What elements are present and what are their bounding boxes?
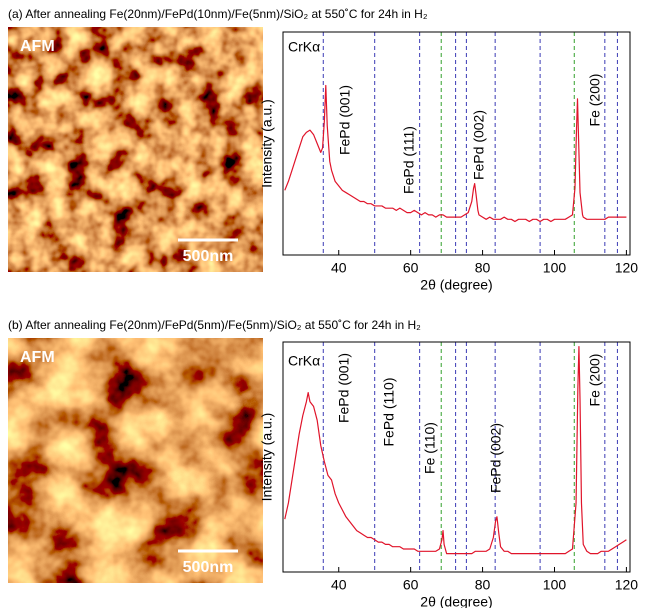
afm-label: AFM (20, 349, 55, 366)
peak-annotation: Fe (200) (587, 74, 603, 127)
x-axis-label: 2θ (degree) (420, 277, 492, 293)
peak-annotation: Fe (200) (587, 354, 603, 407)
afm-label: AFM (20, 38, 55, 55)
x-tick-label: 80 (475, 577, 491, 593)
y-axis-label: Intensity (a.u.) (259, 413, 275, 502)
x-tick-label: 60 (403, 260, 419, 276)
x-tick-label: 120 (615, 260, 639, 276)
plot-frame (282, 31, 631, 256)
scale-bar-label: 500nm (183, 248, 234, 265)
afm-image (8, 338, 263, 583)
peak-annotation: CrKα (288, 39, 320, 55)
y-axis-label: Intensity (a.u.) (259, 99, 275, 188)
plot-frame (282, 341, 631, 573)
x-tick-label: 80 (475, 260, 491, 276)
x-tick-label: 40 (331, 260, 347, 276)
panel-caption: (b) After annealing Fe(20nm)/FePd(5nm)/F… (8, 318, 421, 332)
x-tick-label: 100 (543, 260, 567, 276)
peak-annotation: FePd (110) (381, 378, 397, 447)
peak-annotation: Fe (110) (422, 422, 438, 474)
peak-annotation: FePd (001) (337, 85, 353, 155)
panel-caption: (a) After annealing Fe(20nm)/FePd(10nm)/… (8, 7, 428, 21)
x-axis-label: 2θ (degree) (420, 594, 492, 608)
peak-annotation: FePd (001) (336, 353, 352, 423)
xrd-curve (284, 84, 627, 223)
xrd-curve (284, 346, 627, 555)
peak-annotation: FePd (002) (471, 110, 487, 180)
x-tick-label: 40 (331, 577, 347, 593)
peak-annotation: FePd (111) (401, 126, 417, 194)
x-tick-label: 60 (403, 577, 419, 593)
scale-bar-label: 500nm (183, 559, 234, 576)
afm-image (8, 27, 263, 272)
x-tick-label: 100 (543, 577, 567, 593)
x-tick-label: 120 (615, 577, 639, 593)
peak-annotation: FePd (002) (488, 423, 504, 493)
peak-annotation: CrKα (288, 353, 320, 369)
